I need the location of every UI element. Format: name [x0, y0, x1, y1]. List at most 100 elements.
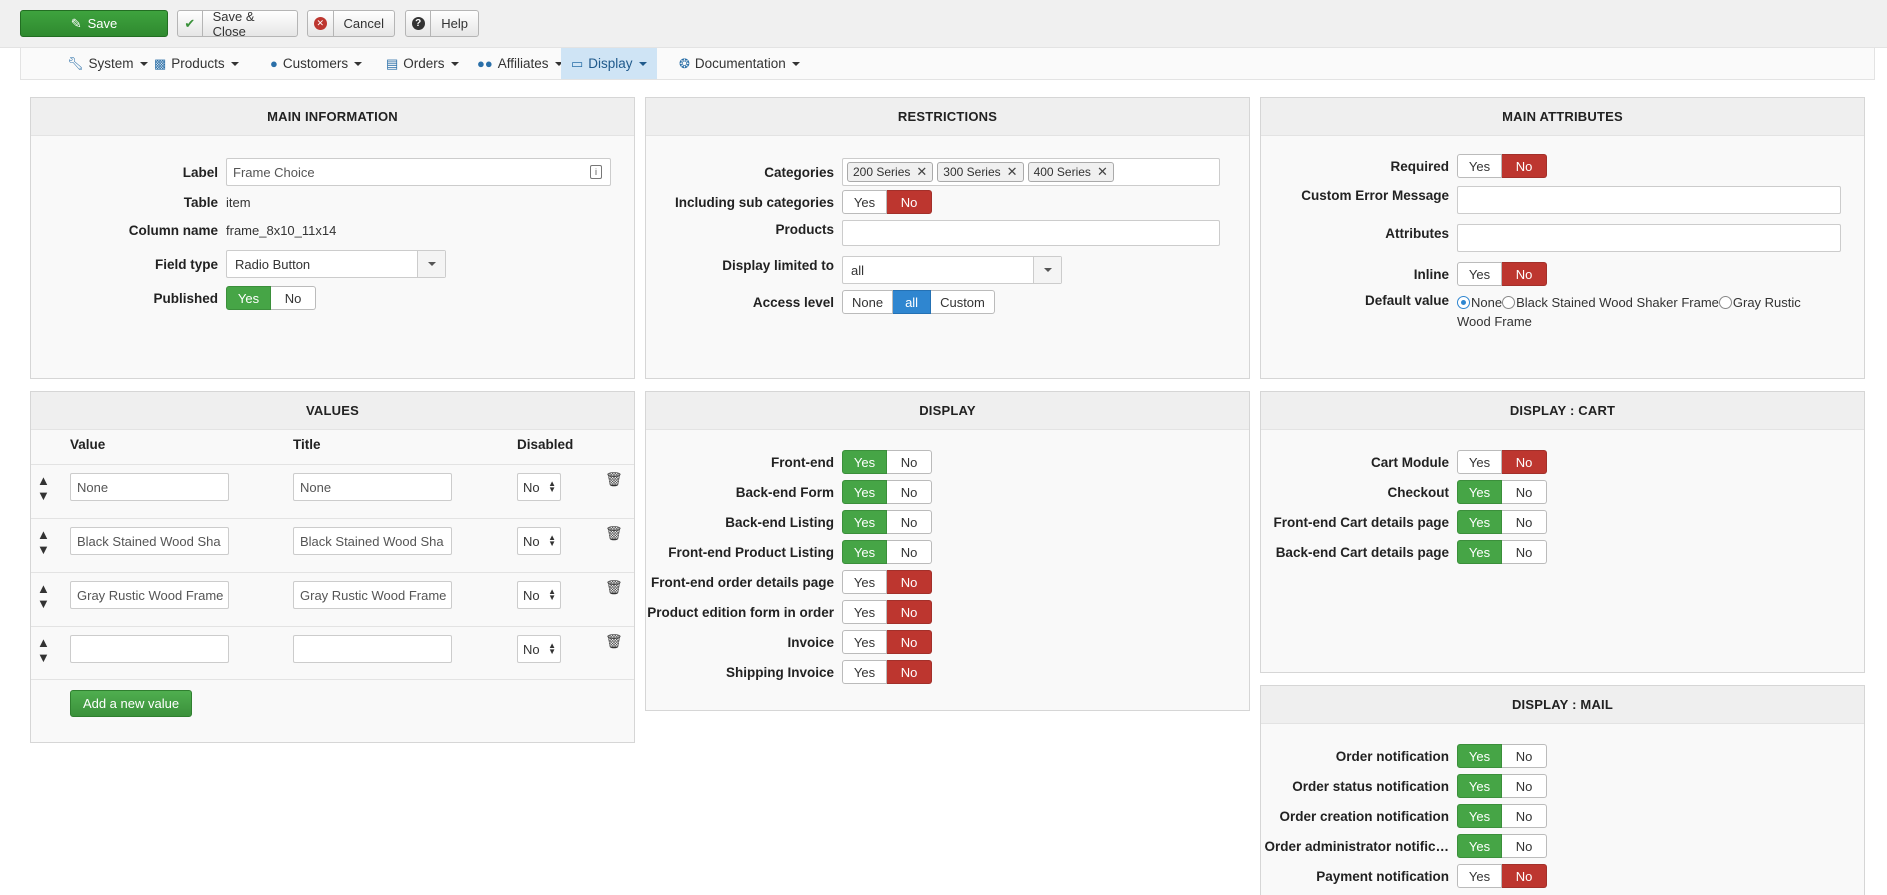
nav-affiliates[interactable]: ●● Affiliates: [467, 48, 573, 79]
required-no[interactable]: No: [1502, 154, 1547, 178]
save-close-button[interactable]: ✔ Save & Close: [177, 9, 298, 39]
inline-toggle[interactable]: Yes No: [1457, 262, 1547, 286]
no-option[interactable]: No: [1502, 864, 1547, 888]
trash-icon[interactable]: 🗑︎: [605, 579, 623, 595]
yes-option[interactable]: Yes: [842, 600, 887, 624]
nav-documentation[interactable]: ❂ Documentation: [669, 48, 810, 79]
yes-option[interactable]: Yes: [842, 630, 887, 654]
access-level-toggle[interactable]: None all Custom: [842, 290, 995, 314]
nav-orders[interactable]: ▤ Orders: [376, 48, 469, 79]
inline-yes[interactable]: Yes: [1457, 262, 1502, 286]
inline-no[interactable]: No: [1502, 262, 1547, 286]
radio-black-stained[interactable]: [1502, 296, 1516, 309]
disabled-select[interactable]: No ▲ ▼: [517, 581, 561, 609]
yes-no-toggle[interactable]: Yes No: [842, 450, 932, 474]
no-option[interactable]: No: [1502, 540, 1547, 564]
label-input[interactable]: Frame Choice i: [226, 158, 611, 186]
disabled-select[interactable]: No ▲ ▼: [517, 527, 561, 555]
yes-option[interactable]: Yes: [1457, 450, 1502, 474]
yes-no-toggle[interactable]: Yes No: [1457, 774, 1547, 798]
no-option[interactable]: No: [1502, 744, 1547, 768]
drag-handle-icon[interactable]: ▲ ▼: [37, 635, 50, 665]
title-input[interactable]: Black Stained Wood Sha: [293, 527, 452, 555]
no-option[interactable]: No: [1502, 774, 1547, 798]
no-option[interactable]: No: [887, 600, 932, 624]
yes-option[interactable]: Yes: [842, 540, 887, 564]
nav-system[interactable]: 🔧︎ System: [57, 48, 158, 79]
value-input[interactable]: [70, 635, 229, 663]
yes-option[interactable]: Yes: [1457, 510, 1502, 534]
categories-input[interactable]: 200 Series ✕ 300 Series ✕ 400 Series ✕: [842, 158, 1220, 186]
attributes-input[interactable]: [1457, 224, 1841, 252]
yes-no-toggle[interactable]: Yes No: [1457, 744, 1547, 768]
yes-no-toggle[interactable]: Yes No: [1457, 510, 1547, 534]
yes-option[interactable]: Yes: [1457, 804, 1502, 828]
yes-no-toggle[interactable]: Yes No: [842, 570, 932, 594]
cancel-button[interactable]: ✕ Cancel: [307, 10, 395, 37]
no-option[interactable]: No: [887, 480, 932, 504]
yes-option[interactable]: Yes: [842, 450, 887, 474]
radio-none[interactable]: [1457, 296, 1470, 309]
trash-icon[interactable]: 🗑︎: [605, 633, 623, 649]
published-toggle[interactable]: Yes No: [226, 286, 316, 310]
title-input[interactable]: Gray Rustic Wood Frame: [293, 581, 452, 609]
required-yes[interactable]: Yes: [1457, 154, 1502, 178]
translate-icon[interactable]: i: [590, 165, 602, 179]
sub-categories-no[interactable]: No: [887, 190, 932, 214]
custom-error-input[interactable]: [1457, 186, 1841, 214]
no-option[interactable]: No: [887, 660, 932, 684]
yes-no-toggle[interactable]: Yes No: [842, 600, 932, 624]
value-input[interactable]: Black Stained Wood Sha: [70, 527, 229, 555]
title-input[interactable]: [293, 635, 452, 663]
yes-no-toggle[interactable]: Yes No: [1457, 540, 1547, 564]
remove-icon[interactable]: ✕: [1006, 164, 1018, 179]
no-option[interactable]: No: [1502, 510, 1547, 534]
yes-no-toggle[interactable]: Yes No: [842, 540, 932, 564]
remove-icon[interactable]: ✕: [1096, 164, 1108, 179]
trash-icon[interactable]: 🗑︎: [605, 471, 623, 487]
yes-no-toggle[interactable]: Yes No: [1457, 804, 1547, 828]
no-option[interactable]: No: [887, 630, 932, 654]
yes-no-toggle[interactable]: Yes No: [842, 510, 932, 534]
no-option[interactable]: No: [1502, 804, 1547, 828]
published-no[interactable]: No: [271, 286, 316, 310]
value-input[interactable]: Gray Rustic Wood Frame: [70, 581, 229, 609]
drag-handle-icon[interactable]: ▲ ▼: [37, 527, 50, 557]
yes-option[interactable]: Yes: [1457, 834, 1502, 858]
trash-icon[interactable]: 🗑︎: [605, 525, 623, 541]
yes-no-toggle[interactable]: Yes No: [1457, 864, 1547, 888]
access-custom[interactable]: Custom: [931, 290, 995, 314]
title-input[interactable]: None: [293, 473, 452, 501]
disabled-select[interactable]: No ▲ ▼: [517, 473, 561, 501]
yes-option[interactable]: Yes: [1457, 480, 1502, 504]
no-option[interactable]: No: [1502, 450, 1547, 474]
no-option[interactable]: No: [887, 540, 932, 564]
yes-option[interactable]: Yes: [842, 570, 887, 594]
yes-option[interactable]: Yes: [1457, 540, 1502, 564]
yes-no-toggle[interactable]: Yes No: [1457, 450, 1547, 474]
yes-option[interactable]: Yes: [842, 480, 887, 504]
remove-icon[interactable]: ✕: [916, 164, 928, 179]
yes-option[interactable]: Yes: [842, 510, 887, 534]
display-limited-select[interactable]: all: [842, 256, 1062, 284]
yes-no-toggle[interactable]: Yes No: [1457, 834, 1547, 858]
disabled-select[interactable]: No ▲ ▼: [517, 635, 561, 663]
access-none[interactable]: None: [842, 290, 894, 314]
no-option[interactable]: No: [1502, 834, 1547, 858]
yes-no-toggle[interactable]: Yes No: [1457, 480, 1547, 504]
radio-gray-rustic[interactable]: [1718, 296, 1732, 309]
yes-option[interactable]: Yes: [1457, 864, 1502, 888]
products-input[interactable]: [842, 220, 1220, 246]
yes-no-toggle[interactable]: Yes No: [842, 480, 932, 504]
sub-categories-toggle[interactable]: Yes No: [842, 190, 932, 214]
no-option[interactable]: No: [887, 450, 932, 474]
published-yes[interactable]: Yes: [226, 286, 271, 310]
nav-products[interactable]: ▩ Products: [144, 48, 249, 79]
drag-handle-icon[interactable]: ▲ ▼: [37, 581, 50, 611]
required-toggle[interactable]: Yes No: [1457, 154, 1547, 178]
drag-handle-icon[interactable]: ▲ ▼: [37, 473, 50, 503]
access-all[interactable]: all: [893, 290, 932, 314]
field-type-select[interactable]: Radio Button: [226, 250, 446, 278]
yes-option[interactable]: Yes: [1457, 774, 1502, 798]
no-option[interactable]: No: [1502, 480, 1547, 504]
